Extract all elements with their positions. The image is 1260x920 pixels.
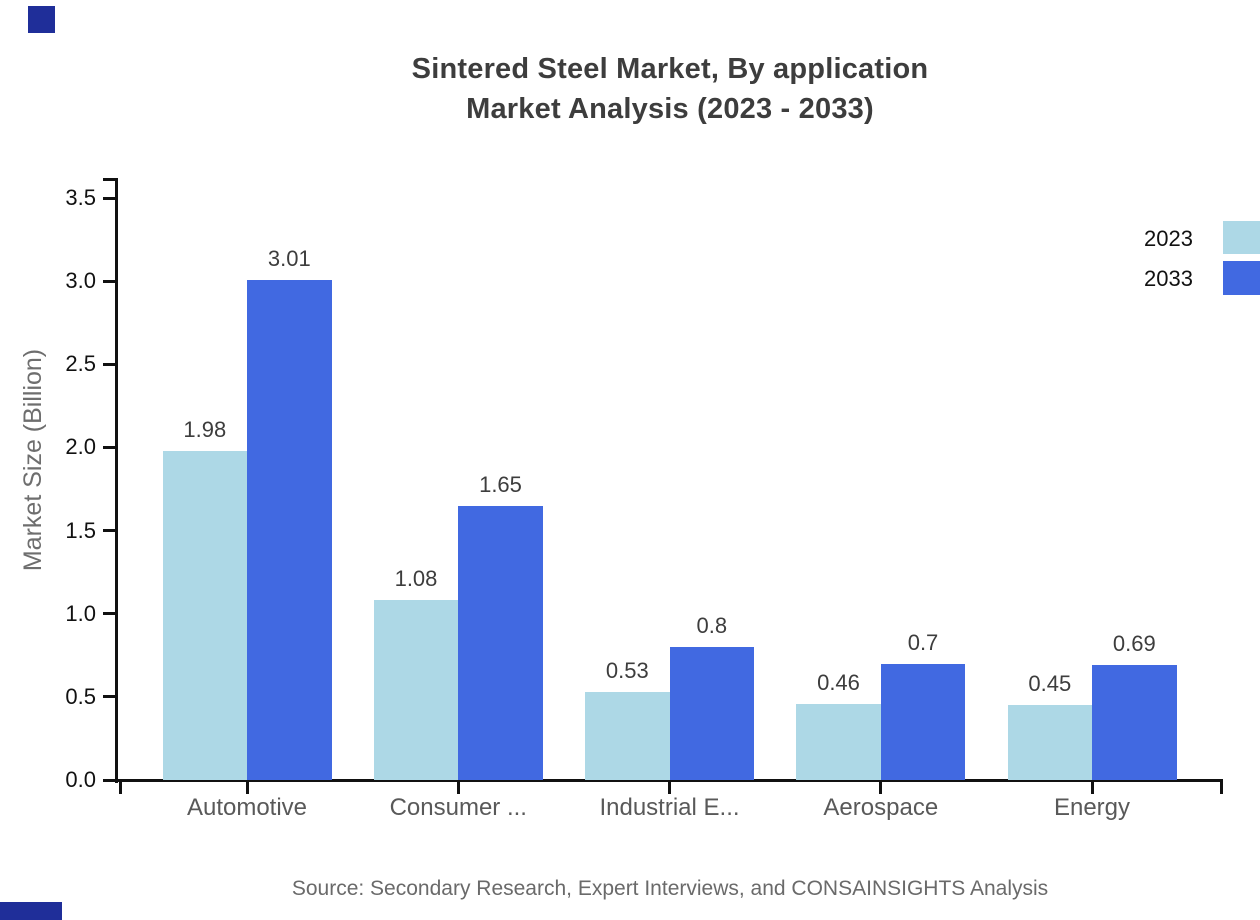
y-axis-tick (103, 196, 116, 200)
x-axis-spine (115, 779, 1223, 782)
bar-2033-aerospace (880, 663, 966, 780)
bar-value-label: 3.01 (267, 245, 311, 271)
brand-corner-mark-bottom-left (0, 902, 62, 920)
brand-corner-mark-top-left (28, 6, 55, 33)
bar-2023-automotive (162, 450, 247, 780)
x-axis-category-label: Aerospace (823, 794, 939, 821)
bar-value-label: 0.46 (817, 669, 860, 695)
bar-value-label: 0.45 (1028, 671, 1072, 697)
x-axis-tick (879, 782, 883, 794)
y-axis-spine (115, 178, 118, 783)
bar-2033-automotive (247, 279, 332, 780)
y-axis-tick-label: 1.5 (65, 517, 96, 543)
x-axis-tick (456, 782, 460, 794)
legend-label-2023: 2023 (1144, 226, 1193, 251)
x-axis-category-label: Energy (1053, 794, 1131, 821)
y-axis-tick-label: 3.5 (65, 185, 96, 210)
y-axis-tick-label: 0.5 (65, 683, 96, 709)
y-axis-tick (103, 695, 116, 699)
y-axis-tick (103, 529, 116, 533)
bar-value-label: 1.65 (479, 471, 522, 497)
x-axis-category-label: Automotive (186, 794, 308, 821)
chart-title: Sintered Steel Market, By application (411, 53, 929, 85)
bar-2023-industrial-e (585, 691, 670, 780)
x-axis-end-cap-tick (1220, 782, 1223, 794)
y-axis-tick (103, 612, 116, 616)
source-attribution: Source: Secondary Research, Expert Inter… (291, 877, 1049, 900)
legend-swatch-2033 (1223, 261, 1260, 295)
x-axis-tick (668, 782, 671, 794)
y-axis-tick (103, 445, 116, 449)
legend-label-2033: 2033 (1144, 266, 1193, 291)
bar-2023-consumer (373, 600, 459, 780)
x-axis-tick (118, 782, 122, 794)
y-axis-end-cap-tick (103, 178, 116, 181)
bar-value-label: 1.08 (394, 566, 438, 592)
bar-value-label: 0.8 (696, 613, 728, 638)
bar-value-label: 0.7 (907, 629, 939, 655)
y-axis-tick (103, 778, 116, 782)
y-axis-tick (103, 362, 116, 366)
x-axis-tick (1090, 782, 1094, 794)
y-axis-tick (103, 279, 116, 283)
bar-2033-energy (1092, 665, 1177, 780)
x-axis-category-label: Industrial E... (599, 794, 740, 821)
bar-2023-aerospace (796, 703, 881, 780)
bar-2033-industrial-e (669, 647, 754, 780)
x-axis-category-label: Consumer ... (389, 794, 527, 821)
x-axis-tick (245, 782, 249, 794)
y-axis-tick-label: 2.5 (65, 351, 96, 377)
bar-value-label: 0.53 (605, 657, 649, 683)
y-axis-tick-label: 0.0 (65, 767, 96, 792)
bar-2023-energy (1007, 705, 1092, 780)
y-axis-tick-label: 3.0 (65, 268, 96, 294)
legend-swatch-2023 (1223, 221, 1260, 254)
bar-value-label: 1.98 (183, 416, 227, 442)
bar-2033-consumer (458, 505, 543, 780)
y-axis-tick-label: 1.0 (65, 600, 96, 626)
chart-subtitle: Market Analysis (2023 - 2033) (466, 93, 874, 125)
bar-value-label: 0.69 (1112, 631, 1156, 657)
y-axis-tick-label: 2.0 (65, 434, 96, 460)
